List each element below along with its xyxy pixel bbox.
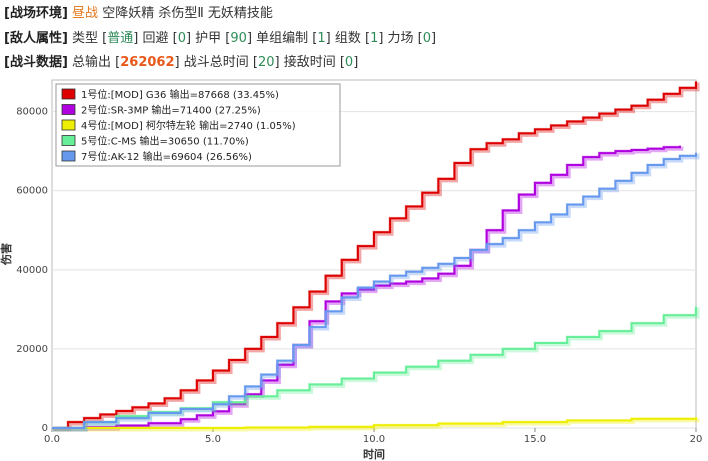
enemy-close: ] (431, 31, 437, 46)
enemy-unit-value: 1 (317, 31, 326, 46)
legend-label-4: 7号位:AK-12 输出=69604 (26.56%) (81, 150, 252, 163)
battle-tag: [战斗数据] (4, 55, 68, 70)
battle-total-value: 262062 (120, 55, 175, 70)
series-line-4 (52, 152, 697, 429)
enemy-groups-value: 1 (370, 31, 379, 46)
y-tick-label: 40000 (16, 265, 48, 276)
env-time: 昼战 (72, 6, 99, 21)
x-axis-title: 时间 (363, 447, 385, 461)
enemy-tag: [敌人属性] (4, 31, 68, 46)
x-tick-label: 5.0 (205, 434, 221, 445)
x-tick-label: 0.0 (44, 434, 60, 445)
battle-close: ] (353, 55, 359, 70)
legend-swatch-0 (61, 88, 76, 100)
legend-swatch-4 (61, 150, 76, 162)
enemy-unit-label: ] 单组编制 [ (246, 31, 318, 46)
enemy-type-value: 普通 (107, 31, 134, 46)
env-fairy: 空降妖精 杀伤型Ⅱ 无妖精技能 (102, 6, 273, 21)
x-tick-label: 20 (690, 434, 703, 445)
env-line: [战场环境] 昼战 空降妖精 杀伤型Ⅱ 无妖精技能 (4, 5, 273, 23)
series-line-1 (52, 145, 681, 429)
battle-line: [战斗数据] 总输出 [262062] 战斗总时间 [20] 接敌时间 [0] (4, 54, 358, 72)
x-tick-label: 10.0 (363, 434, 385, 445)
legend-label-1: 2号位:SR-3MP 输出=71400 (27.25%) (81, 104, 261, 117)
x-tick-label: 15.0 (524, 434, 546, 445)
enemy-line: [敌人属性] 类型 [普通] 回避 [0] 护甲 [90] 单组编制 [1] 组… (4, 30, 436, 48)
enemy-groups-label: ] 组数 [ (325, 31, 371, 46)
legend-swatch-3 (61, 135, 76, 146)
enemy-field-value: 0 (422, 31, 432, 46)
battle-time-value: 20 (257, 55, 275, 70)
enemy-field-label: ] 力场 [ (378, 31, 423, 46)
y-tick-label: 0 (42, 423, 48, 434)
enemy-armor-value: 90 (230, 31, 247, 46)
enemy-evasion-value: 0 (177, 31, 186, 46)
series-line-2 (52, 417, 697, 429)
y-tick-label: 20000 (16, 344, 48, 355)
legend-label-2: 4号位:[MOD] 柯尔特左轮 输出=2740 (1.05%) (81, 119, 296, 132)
legend-swatch-2 (61, 119, 76, 131)
legend-box (55, 83, 341, 167)
y-axis-title: 伤害 (0, 243, 13, 266)
battle-engage-value: 0 (344, 55, 354, 70)
enemy-evasion-label: ] 回避 [ (133, 31, 178, 46)
legend-label-0: 1号位:[MOD] G36 输出=87668 (33.45%) (81, 88, 279, 101)
battle-total-label: 总输出 [ (72, 55, 121, 70)
battle-engage-label: ] 接敌时间 [ (274, 55, 345, 70)
enemy-armor-label: ] 护甲 [ (185, 31, 231, 46)
series-line-0 (52, 81, 697, 429)
env-tag: [战场环境] (4, 6, 68, 21)
enemy-type-label: 类型 [ (72, 31, 108, 46)
battle-time-label: ] 战斗总时间 [ (174, 55, 258, 70)
legend-swatch-1 (61, 104, 76, 115)
y-tick-label: 80000 (16, 107, 48, 118)
legend-label-3: 5号位:C-MS 输出=30650 (11.70%) (81, 135, 249, 148)
y-tick-label: 60000 (16, 186, 48, 197)
